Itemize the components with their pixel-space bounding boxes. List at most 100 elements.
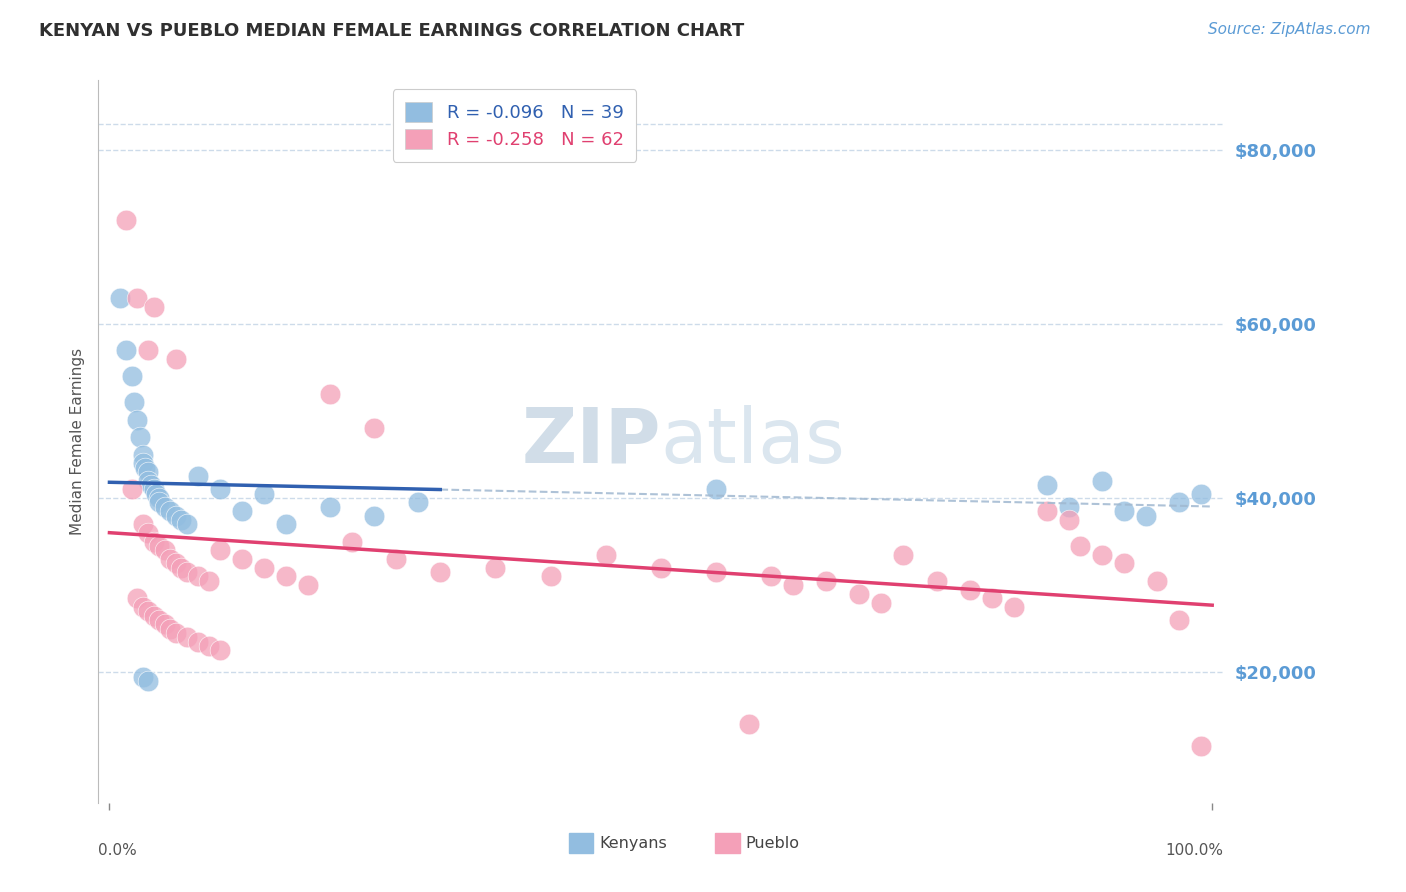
Point: [165, 557, 187, 571]
Point: [159, 552, 181, 566]
Point: [815, 574, 838, 588]
Point: [165, 626, 187, 640]
Point: [870, 596, 893, 610]
Point: [253, 561, 276, 575]
Point: [738, 717, 761, 731]
Point: [136, 604, 159, 618]
Point: [115, 212, 138, 227]
Text: ZIP: ZIP: [522, 405, 661, 478]
Point: [125, 291, 148, 305]
Point: [363, 508, 385, 523]
Point: [1057, 500, 1080, 514]
Point: [1036, 504, 1059, 518]
Point: [145, 487, 167, 501]
Point: [484, 561, 506, 575]
Point: [1189, 739, 1212, 754]
Legend: R = -0.096   N = 39, R = -0.258   N = 62: R = -0.096 N = 39, R = -0.258 N = 62: [392, 89, 637, 161]
Point: [122, 395, 145, 409]
Point: [121, 369, 143, 384]
Point: [208, 483, 231, 497]
Point: [141, 478, 163, 492]
Point: [170, 513, 193, 527]
Y-axis label: Median Female Earnings: Median Female Earnings: [69, 348, 84, 535]
Point: [197, 574, 219, 588]
Point: [136, 343, 159, 358]
Point: [540, 569, 562, 583]
Text: 0.0%: 0.0%: [98, 843, 138, 857]
Point: [197, 639, 219, 653]
Point: [121, 483, 143, 497]
Point: [187, 634, 209, 648]
Point: [1112, 557, 1135, 571]
Point: [187, 469, 209, 483]
Text: 100.0%: 100.0%: [1166, 843, 1223, 857]
Point: [406, 495, 429, 509]
Text: Source: ZipAtlas.com: Source: ZipAtlas.com: [1208, 22, 1371, 37]
Point: [170, 561, 193, 575]
Point: [136, 673, 159, 688]
Point: [319, 500, 342, 514]
Point: [231, 504, 253, 518]
Point: [1091, 548, 1114, 562]
Point: [129, 430, 152, 444]
Point: [1189, 487, 1212, 501]
Text: Kenyans: Kenyans: [599, 836, 666, 851]
FancyBboxPatch shape: [714, 833, 740, 854]
Point: [153, 617, 176, 632]
Point: [848, 587, 870, 601]
Point: [1036, 478, 1059, 492]
Point: [110, 291, 132, 305]
Point: [319, 386, 342, 401]
Point: [176, 565, 198, 579]
Point: [595, 548, 617, 562]
Point: [274, 517, 297, 532]
Point: [208, 543, 231, 558]
Point: [165, 508, 187, 523]
Point: [782, 578, 804, 592]
Point: [1112, 504, 1135, 518]
Point: [925, 574, 948, 588]
Point: [274, 569, 297, 583]
Point: [980, 591, 1002, 606]
Point: [131, 599, 153, 614]
Point: [1146, 574, 1168, 588]
Point: [176, 631, 198, 645]
Point: [136, 474, 159, 488]
Point: [1069, 539, 1091, 553]
Point: [142, 483, 165, 497]
Point: [704, 483, 727, 497]
Point: [148, 491, 170, 505]
Point: [704, 565, 727, 579]
Point: [231, 552, 253, 566]
Point: [131, 669, 153, 683]
Point: [253, 487, 276, 501]
Point: [650, 561, 672, 575]
Point: [297, 578, 319, 592]
Point: [125, 413, 148, 427]
Point: [208, 643, 231, 657]
Point: [429, 565, 451, 579]
Point: [1091, 474, 1114, 488]
Point: [148, 539, 170, 553]
Text: KENYAN VS PUEBLO MEDIAN FEMALE EARNINGS CORRELATION CHART: KENYAN VS PUEBLO MEDIAN FEMALE EARNINGS …: [39, 22, 745, 40]
Point: [134, 460, 156, 475]
Point: [125, 591, 148, 606]
Point: [142, 300, 165, 314]
Point: [1168, 613, 1191, 627]
Point: [759, 569, 782, 583]
Text: atlas: atlas: [661, 405, 845, 478]
Point: [115, 343, 138, 358]
Point: [153, 500, 176, 514]
Point: [1168, 495, 1191, 509]
Point: [136, 525, 159, 540]
Point: [148, 613, 170, 627]
Point: [1135, 508, 1157, 523]
Point: [340, 534, 363, 549]
Point: [136, 465, 159, 479]
Text: Pueblo: Pueblo: [745, 836, 799, 851]
Point: [148, 495, 170, 509]
Point: [142, 534, 165, 549]
FancyBboxPatch shape: [568, 833, 593, 854]
Point: [153, 543, 176, 558]
Point: [165, 351, 187, 366]
